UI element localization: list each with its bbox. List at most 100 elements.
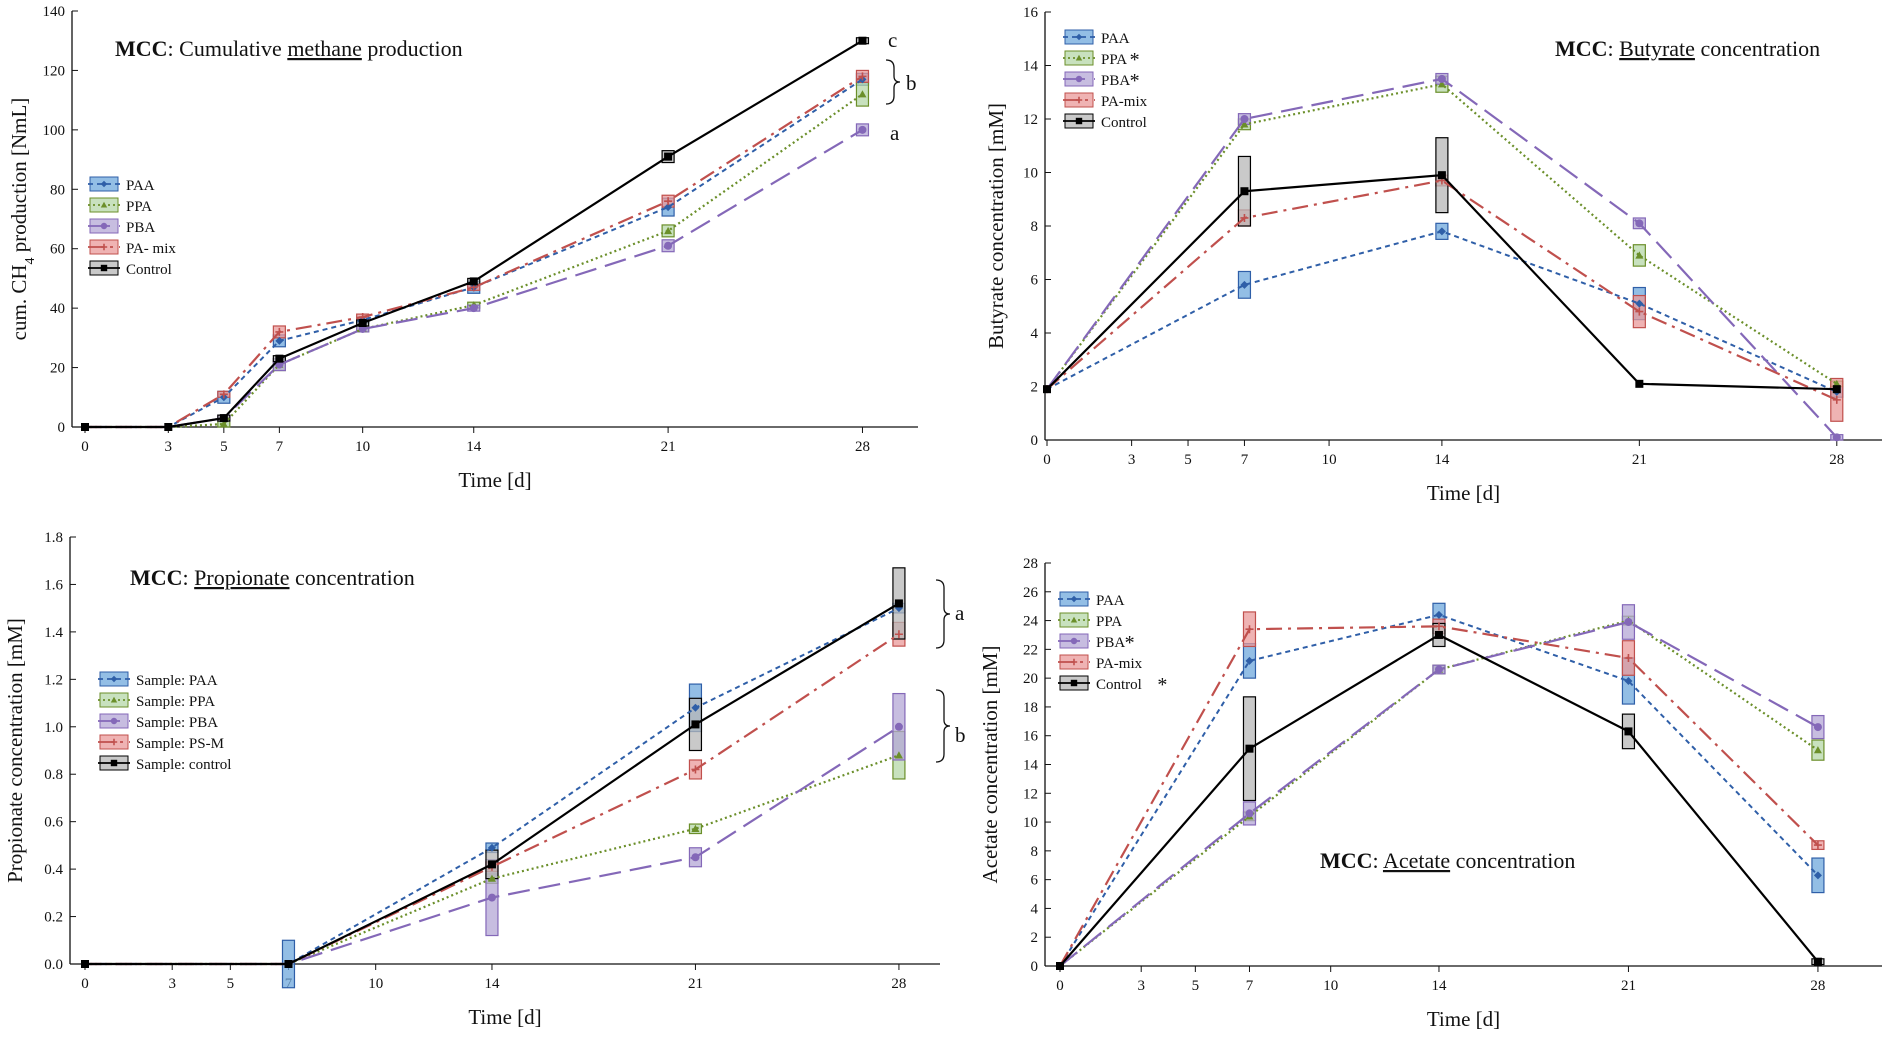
legend-label: PPA [1101, 52, 1127, 68]
y-tick-label: 1.2 [44, 672, 63, 688]
data-point-PA [1813, 841, 1822, 850]
legend-marker [1075, 75, 1083, 83]
data-point-Control [858, 36, 867, 45]
x-tick-label: 28 [1829, 452, 1844, 468]
y-tick-label: 10 [1023, 166, 1038, 182]
legend-marker [1075, 96, 1083, 104]
data-point-Control [275, 354, 284, 363]
data-point-Control [894, 599, 903, 608]
data-point-PAA [1434, 610, 1443, 619]
data-point-Control [1240, 187, 1249, 196]
x-tick-label: 0 [1043, 452, 1051, 468]
series-line-Control [85, 39, 864, 429]
y-tick-label: 16 [1023, 729, 1039, 745]
data-point-Control [1245, 744, 1254, 753]
data-point-PPA [1635, 251, 1644, 259]
legend-marker [1070, 595, 1078, 603]
y-tick-label: 20 [50, 361, 65, 377]
x-tick-label: 10 [1323, 978, 1338, 994]
x-tick-label: 5 [1184, 452, 1192, 468]
chart-methane: 0 20 40 60 80 100 120 140 0 3 5 7 10 14 21 28 Time [d] cu… [7, 4, 918, 492]
legend-label: PBA [1096, 635, 1125, 651]
legend-marker [110, 738, 118, 746]
bracket-a [935, 579, 951, 649]
data-point-PBA [1240, 115, 1249, 123]
y-tick-label: 20 [1023, 671, 1038, 687]
legend-marker [1070, 679, 1078, 687]
legend-label: PA- mix [126, 241, 176, 257]
legend-star: * [1157, 674, 1167, 696]
legend-label: PA-mix [1096, 656, 1143, 672]
legend-star: * [1130, 49, 1140, 71]
x-tick-label: 5 [220, 439, 228, 455]
data-point-PAA [487, 843, 496, 852]
y-tick-label: 1.6 [44, 577, 63, 593]
legend-label: Sample: PBA [136, 715, 218, 731]
legend-marker [1075, 54, 1083, 61]
x-tick-label: 5 [1192, 978, 1200, 994]
data-point-PPA [487, 874, 496, 882]
x-tick-label: 21 [688, 976, 703, 992]
data-point-PPA [1813, 746, 1822, 754]
legend-label: PBA [1101, 73, 1130, 89]
y-tick-label: 22 [1023, 642, 1038, 658]
y-tick-label: 0.6 [44, 815, 63, 831]
y-tick-label: 0 [1031, 433, 1039, 449]
y-tick-label: 6 [1031, 273, 1039, 289]
x-tick-label: 3 [1137, 978, 1145, 994]
legend-marker [100, 243, 108, 251]
legend-label: PAA [1096, 593, 1125, 609]
y-tick-label: 0 [1031, 959, 1039, 975]
y-tick-label: 0.0 [44, 957, 63, 973]
legend-star: * [1125, 632, 1135, 654]
y-tick-label: 8 [1031, 844, 1039, 860]
data-point-Control [1624, 727, 1633, 736]
y-tick-label: 14 [1023, 758, 1039, 774]
x-tick-label: 7 [1241, 452, 1249, 468]
data-point-Control [1635, 379, 1644, 388]
data-point-PAA [275, 336, 284, 345]
data-point-PBA [487, 893, 496, 902]
data-point-PAA [664, 203, 673, 212]
y-tick-label: 6 [1031, 873, 1039, 889]
data-point-Control [81, 423, 89, 431]
data-point-PBA [1813, 723, 1822, 732]
y-tick-label: 120 [43, 63, 66, 79]
data-point-PA [1635, 307, 1644, 316]
y-axis-label: Propionate concentration [mM] [3, 618, 27, 883]
data-point-PPA [858, 90, 867, 98]
data-point-PPA [1437, 80, 1446, 88]
chart-title: MCC: Butyrate concentration [1555, 36, 1820, 61]
bracket-b [935, 689, 951, 763]
data-point-PA [894, 630, 903, 639]
x-tick-label: 28 [1810, 978, 1825, 994]
y-tick-label: 1.0 [44, 720, 63, 736]
data-point-Control [1813, 957, 1822, 966]
y-tick-label: 24 [1023, 614, 1039, 630]
x-tick-label: 21 [1621, 978, 1636, 994]
data-point-PBA [1437, 74, 1446, 83]
data-point-PAA [1437, 227, 1446, 236]
data-point-PAA [1635, 299, 1644, 308]
data-point-Control [1043, 385, 1051, 394]
y-tick-label: 18 [1023, 700, 1038, 716]
legend-label: Sample: PPA [136, 694, 215, 710]
annotation-a: a [955, 601, 965, 625]
legend-label: Sample: control [136, 757, 231, 773]
y-tick-label: 0.2 [44, 910, 63, 926]
x-axis-label: Time [d] [1427, 1007, 1500, 1031]
data-point-PA [1832, 395, 1841, 404]
data-point-PA [219, 390, 228, 399]
x-tick-label: 28 [891, 976, 906, 992]
x-tick-label: 14 [1434, 452, 1450, 468]
data-point-PAA [1240, 280, 1249, 289]
legend-label: PPA [1096, 614, 1122, 630]
legend-marker [110, 696, 118, 703]
y-tick-label: 2 [1031, 380, 1039, 396]
series-line-PAA [1046, 230, 1838, 393]
legend-marker [100, 264, 108, 272]
legend-label: PAA [1101, 31, 1130, 47]
x-tick-label: 0 [81, 439, 89, 455]
